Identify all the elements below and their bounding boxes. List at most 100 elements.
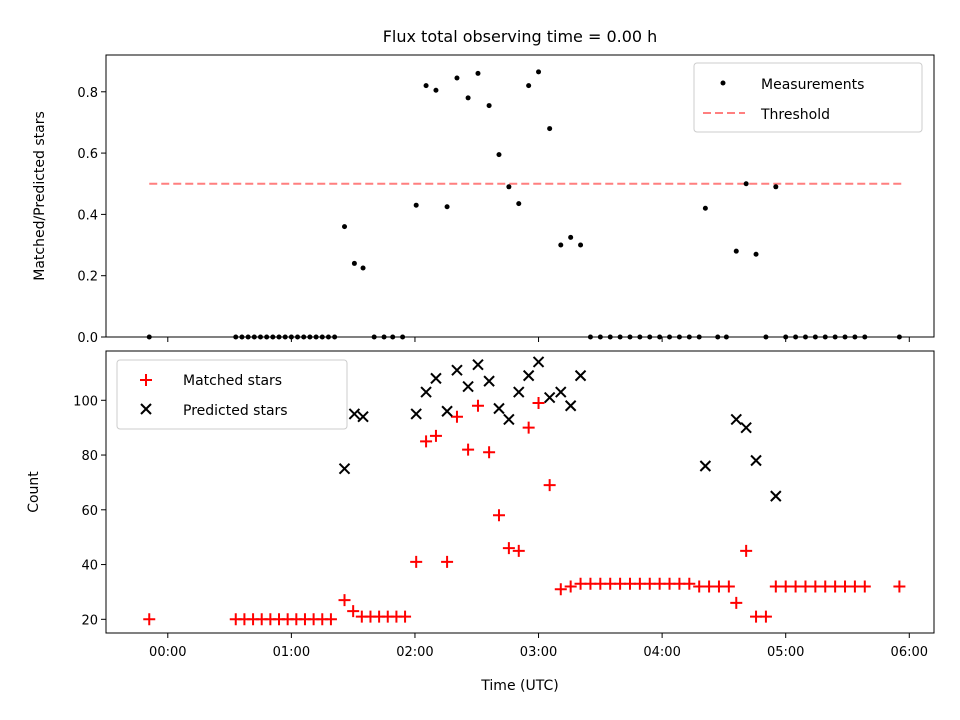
bottom-panel: 20 40 60 80 100 00:00 01:00 02:00 03:00 04:00 05:… (26, 350, 935, 694)
legend-label-predicted: Predicted stars (183, 403, 288, 419)
measurement-point (486, 103, 492, 109)
measurement-point (496, 152, 502, 158)
predicted-star-point (503, 413, 515, 426)
bottom-y-tick-label: 80 (81, 449, 98, 464)
matched-star-point (564, 580, 577, 593)
measurement-point (433, 87, 439, 93)
top-legend: Measurements Threshold (693, 62, 923, 133)
measurement-point (568, 234, 574, 240)
predicted-star-point (513, 386, 525, 398)
measurement-point (516, 201, 522, 207)
measurement-point (351, 260, 357, 266)
measurement-point (360, 265, 366, 271)
predicted-star-point (441, 405, 453, 417)
predicted-star-point (338, 463, 351, 475)
predicted-star-point (420, 386, 432, 398)
predicted-star-point (699, 460, 712, 472)
bottom-y-axis-label: Count (26, 471, 42, 513)
predicted-star-point (740, 421, 752, 434)
matched-star-point (858, 580, 871, 593)
matched-star-point (338, 594, 351, 607)
top-y-tick-label: 0.6 (77, 147, 98, 162)
top-y-tick-label: 0.0 (77, 331, 98, 346)
predicted-star-point (410, 408, 422, 420)
matched-star-point (522, 421, 535, 434)
predicted-star-point (522, 369, 535, 382)
measurement-point (454, 75, 460, 81)
predicted-star-point (348, 408, 361, 420)
top-legend-box (693, 62, 923, 133)
matched-star-point (893, 580, 906, 593)
measurement-point (773, 184, 779, 190)
bottom-axes-frame (105, 350, 935, 634)
predicted-star-point (555, 386, 567, 398)
bottom-legend: Matched stars Predicted stars (116, 359, 348, 430)
bottom-y-tick-label: 100 (73, 394, 98, 409)
legend-label-matched: Matched stars (183, 373, 282, 389)
x-tick-label: 02:00 (396, 645, 433, 660)
matched-star-point (554, 583, 567, 596)
x-tick-label: 00:00 (149, 645, 186, 660)
bottom-y-tick-label: 20 (81, 613, 98, 628)
predicted-star-point (750, 454, 762, 467)
matched-star-point (471, 399, 484, 412)
legend-label-measurements: Measurements (761, 77, 864, 93)
predicted-star-point (357, 411, 369, 423)
top-y-tick-label: 0.4 (77, 208, 98, 223)
matched-star-point (324, 613, 337, 626)
top-axes-frame (105, 54, 935, 338)
top-y-tick-label: 0.2 (77, 270, 98, 285)
matched-star-point (532, 397, 545, 410)
matched-star-point (492, 509, 505, 522)
predicted-star-point (532, 356, 545, 368)
matched-star-point (410, 555, 423, 568)
predicted-star-point (483, 375, 495, 387)
matched-star-point (722, 580, 735, 593)
matched-star-point (483, 446, 496, 459)
measurement-point (526, 83, 532, 89)
predicted-star-point (543, 391, 556, 404)
predicted-star-point (462, 380, 474, 393)
bottom-x-axis: 00:00 01:00 02:00 03:00 04:00 05:00 06:00 (149, 633, 928, 660)
predicted-star-point (564, 400, 577, 412)
measurement-point (733, 248, 739, 254)
x-tick-label: 04:00 (643, 645, 680, 660)
predicted-star-point (451, 364, 463, 376)
x-tick-label: 06:00 (891, 645, 928, 660)
matched-star-point (683, 577, 696, 590)
matched-star-point (429, 429, 442, 442)
predicted-star-point (574, 369, 587, 382)
x-tick-label: 05:00 (767, 645, 804, 660)
matched-star-point (143, 613, 156, 626)
legend-label-threshold: Threshold (760, 107, 830, 123)
measurement-point (536, 69, 542, 75)
matched-star-point (512, 544, 525, 557)
x-axis-label: Time (UTC) (480, 678, 558, 694)
matched-star-point (450, 410, 463, 423)
top-panel: Flux total observing time = 0.00 h 0.0 0.… (32, 27, 935, 346)
matched-star-point (502, 542, 515, 555)
measurement-point (444, 204, 450, 210)
legend-marker-measurements (720, 80, 726, 86)
legend-marker-predicted (140, 403, 152, 415)
bottom-y-tick-label: 40 (81, 559, 98, 574)
measurement-point (423, 83, 429, 89)
matched-star-point (347, 605, 360, 618)
x-tick-label: 01:00 (273, 645, 310, 660)
chart-title: Flux total observing time = 0.00 h (383, 27, 658, 46)
bottom-legend-box (116, 359, 348, 430)
bottom-plot-area (143, 356, 906, 626)
matched-star-point (462, 443, 475, 456)
predicted-star-point (730, 413, 742, 426)
measurement-point (753, 251, 759, 257)
legend-marker-matched (140, 374, 152, 386)
top-y-axis: 0.0 0.2 0.4 0.6 0.8 (77, 86, 106, 346)
predicted-star-point (430, 372, 442, 385)
measurement-point (702, 205, 708, 211)
measurement-point (342, 224, 348, 230)
top-x-tick-marks (167, 337, 910, 342)
measurement-point (578, 242, 584, 248)
matched-star-point (399, 610, 412, 623)
matched-star-point (730, 596, 743, 609)
